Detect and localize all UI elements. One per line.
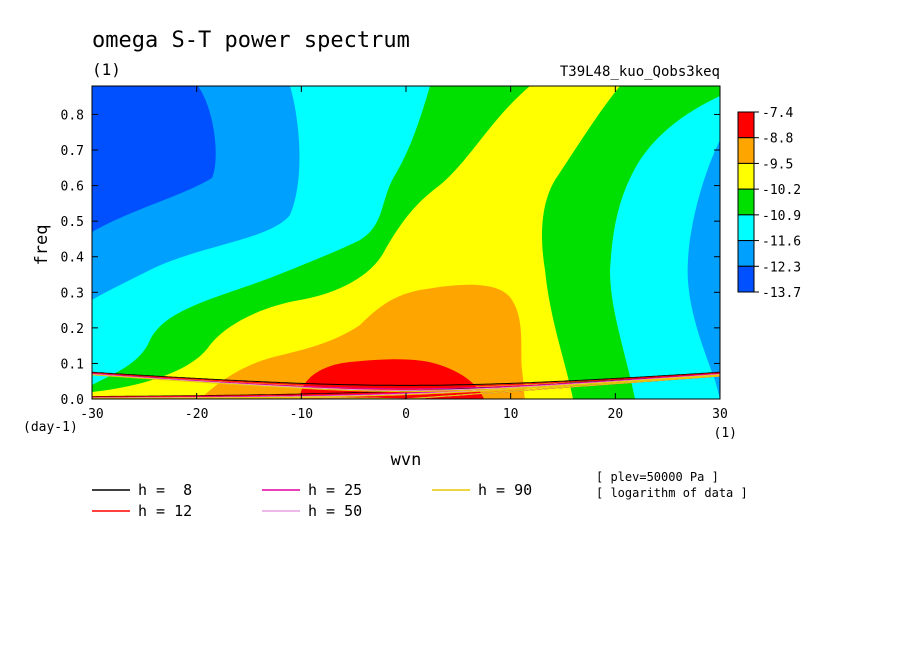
axes: -30 -20 -10 0 10 20 30 0.0 0.1 0.2 0.3 0.4 0.5 0.6 0.7… xyxy=(61,86,728,422)
x-tick-label: 0 xyxy=(402,407,410,422)
colorbar-label: -10.2 xyxy=(762,183,801,198)
ig1-curve xyxy=(92,373,720,390)
annotation-logarithm: [ logarithm of data ] xyxy=(596,486,748,500)
colorbar-swatch xyxy=(737,111,755,139)
y-unit-label: (day-1) xyxy=(23,420,78,435)
legend-label: h = 90 xyxy=(478,481,532,499)
colorbar-swatch xyxy=(737,188,755,216)
colorbar-swatch xyxy=(737,162,755,190)
legend-label: h = 25 xyxy=(308,481,362,499)
legend-label: h = 12 xyxy=(138,502,192,520)
contour-band-deepblue-left xyxy=(92,86,216,232)
y-tick-label: 0.1 xyxy=(61,357,84,372)
colorbar-swatch xyxy=(737,240,755,267)
colorbar-label: -13.7 xyxy=(762,286,801,301)
x-tick-label: -20 xyxy=(185,407,208,422)
colorbar-swatch xyxy=(737,137,755,164)
ig1-curve xyxy=(92,374,720,393)
colorbar-label: -7.4 xyxy=(762,106,793,121)
run-label: T39L48_kuo_Qobs3keq xyxy=(560,64,720,80)
colorbar: -7.4 -8.8 -9.5 -10.2 -10.9 -11.6 -12.3 -13.7 xyxy=(737,106,801,301)
x-tick-label: 30 xyxy=(712,407,728,422)
y-tick-label: 0.8 xyxy=(61,108,84,123)
x-tick-label: -30 xyxy=(80,407,103,422)
ig1-curve xyxy=(92,372,720,388)
rossby-curve xyxy=(92,397,404,399)
y-tick-label: 0.2 xyxy=(61,322,84,337)
colorbar-label: -8.8 xyxy=(762,132,793,147)
x-axis-label: wvn xyxy=(391,450,422,470)
y-tick-label: 0.4 xyxy=(61,251,85,266)
colorbar-label: -11.6 xyxy=(762,235,801,250)
kelvin-curve xyxy=(405,375,720,399)
x-tick-label: 10 xyxy=(503,407,519,422)
y-tick-label: 0.5 xyxy=(61,215,84,230)
chart-title: omega S-T power spectrum xyxy=(92,28,410,53)
colorbar-swatch xyxy=(737,265,755,293)
colorbar-label: -12.3 xyxy=(762,260,801,275)
y-tick-label: 0.0 xyxy=(61,393,84,408)
legend-label: h = 8 xyxy=(138,481,192,499)
x-tick-label: -10 xyxy=(290,407,313,422)
contour-band-blue-right xyxy=(687,140,720,399)
unit-label: (1) xyxy=(92,60,121,79)
y-tick-label: 0.6 xyxy=(61,180,84,195)
colorbar-label: -9.5 xyxy=(762,157,793,172)
y-tick-label: 0.3 xyxy=(61,286,84,301)
curve-legend: h = 8 h = 12 h = 25 h = 50 h = 90 xyxy=(92,481,532,520)
contour-field xyxy=(92,86,720,399)
x-tick-label: 20 xyxy=(608,407,624,422)
colorbar-swatch xyxy=(737,214,755,242)
legend-label: h = 50 xyxy=(308,502,362,520)
x-unit-label: (1) xyxy=(714,426,737,441)
y-axis-label: freq xyxy=(32,225,52,266)
ig1-curve xyxy=(92,371,720,386)
y-tick-label: 0.7 xyxy=(61,144,84,159)
annotation-plev: [ plev=50000 Pa ] xyxy=(596,470,719,484)
colorbar-label: -10.9 xyxy=(762,209,801,224)
